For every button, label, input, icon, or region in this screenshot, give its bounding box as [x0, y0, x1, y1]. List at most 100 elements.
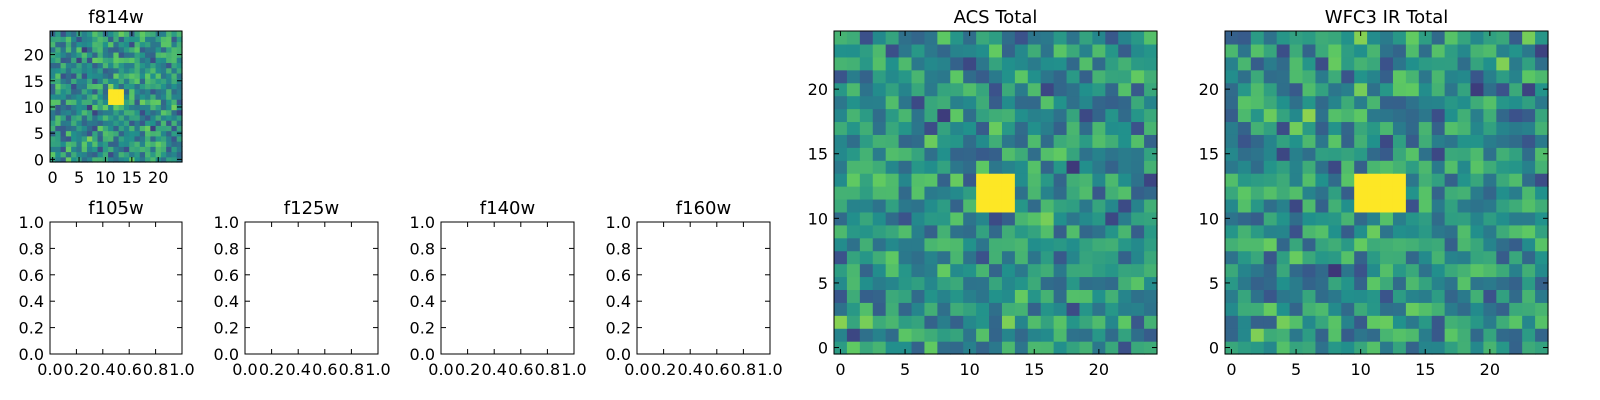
heatmap-cell [1276, 173, 1291, 187]
heatmap-cell [102, 99, 109, 105]
heatmap-cell [1250, 56, 1265, 71]
heatmap-cell [129, 125, 136, 132]
heatmap-cell [989, 134, 1003, 148]
heatmap-cell [1144, 276, 1158, 290]
heatmap-cell [113, 120, 120, 126]
heatmap-cell [1496, 315, 1510, 329]
heatmap-cell [55, 57, 62, 64]
heatmap-cell [1276, 160, 1291, 174]
heatmap-cell [1431, 69, 1446, 84]
heatmap-cell [911, 224, 926, 239]
heatmap-cell [1079, 302, 1093, 316]
heatmap-cell [1092, 95, 1106, 110]
heatmap-cell [976, 263, 990, 278]
heatmap-cell [1483, 43, 1497, 58]
heatmap-cell [1053, 173, 1068, 187]
heatmap-cell [81, 78, 88, 84]
heatmap-cell [97, 62, 104, 69]
heatmap-cell [1302, 302, 1317, 316]
heatmap-cell [155, 51, 162, 58]
heatmap-cell [1509, 198, 1523, 213]
heatmap-cell [1302, 147, 1317, 161]
heatmap-cell [1225, 108, 1239, 123]
heatmap-cell [55, 88, 62, 95]
heatmap-cell [1079, 31, 1093, 45]
heatmap-cell [1276, 263, 1291, 278]
heatmap-cell [1522, 289, 1536, 303]
heatmap-cell [1535, 186, 1549, 200]
heatmap-cell [1418, 134, 1433, 148]
heatmap-cell [1367, 121, 1381, 135]
heatmap-cell [1276, 289, 1291, 303]
heatmap-cell [60, 109, 67, 116]
heatmap-cell [55, 156, 62, 163]
heatmap-cell [1354, 173, 1368, 187]
heatmap-cell [1053, 56, 1068, 71]
heatmap-cell [139, 67, 146, 74]
heatmap-cell [1483, 69, 1497, 84]
heatmap-cell [145, 93, 151, 100]
heatmap-cell [1315, 134, 1329, 148]
heatmap-cell [134, 135, 141, 142]
heatmap-cell [989, 224, 1003, 239]
heatmap-cell [1509, 56, 1523, 71]
heatmap-cell [123, 130, 130, 137]
heatmap-cell [1522, 134, 1536, 148]
heatmap-cell [145, 104, 151, 111]
heatmap-cell [1470, 198, 1484, 213]
heatmap-cell [145, 141, 151, 147]
heatmap-cell [1380, 250, 1394, 265]
heatmap-cell [50, 120, 56, 126]
heatmap-cell [1118, 198, 1132, 213]
heatmap-cell [171, 31, 178, 37]
heatmap-cell [1053, 69, 1068, 84]
heatmap-cell [145, 135, 151, 142]
heatmap-cell [118, 151, 125, 158]
heatmap-cell [1509, 108, 1523, 123]
heatmap-cell [81, 104, 88, 111]
heatmap-cell [150, 83, 157, 90]
heatmap-cell [1225, 56, 1239, 71]
heatmap-cell [1263, 302, 1278, 316]
heatmap-cell [76, 125, 83, 132]
heatmap-cell [1392, 341, 1407, 355]
heatmap-cell [166, 130, 173, 137]
heatmap-cell [1263, 69, 1278, 84]
heatmap-cell [171, 114, 178, 121]
heatmap-cell [1457, 147, 1472, 161]
heatmap-cell [1431, 224, 1446, 239]
heatmap-cell [1276, 250, 1291, 265]
heatmap-cell [885, 211, 900, 226]
y-tick-label: 0 [1209, 339, 1219, 358]
heatmap-cell [160, 104, 167, 111]
heatmap-cell [1053, 328, 1068, 342]
heatmap-cell [1053, 289, 1068, 303]
heatmap-cell [1053, 250, 1068, 265]
heatmap-cell [885, 315, 900, 329]
heatmap-cell [976, 328, 990, 342]
heatmap-cell [1535, 250, 1549, 265]
heatmap-cell [911, 95, 926, 110]
heatmap-cell [1405, 315, 1420, 329]
heatmap-cell [1470, 121, 1484, 135]
heatmap-cell [1380, 224, 1394, 239]
heatmap-cell [1405, 237, 1420, 252]
heatmap-cell [1380, 147, 1394, 161]
heatmap-cell [55, 83, 62, 90]
heatmap-cell [1457, 160, 1472, 174]
heatmap-cell [71, 41, 77, 48]
heatmap-cell [129, 41, 136, 48]
heatmap-cell [1289, 224, 1304, 239]
heatmap-cell [1392, 302, 1407, 316]
heatmap-cell [1354, 69, 1368, 84]
heatmap-cell [1263, 198, 1278, 213]
heatmap-cell [92, 51, 99, 58]
heatmap-cell [118, 88, 125, 95]
heatmap-cell [1263, 341, 1278, 355]
heatmap-cell [1535, 302, 1549, 316]
heatmap-cell [97, 36, 104, 43]
heatmap-cell [1250, 31, 1265, 45]
heatmap-cell [139, 51, 146, 58]
heatmap-cell [1079, 263, 1093, 278]
heatmap-cell [950, 147, 964, 161]
